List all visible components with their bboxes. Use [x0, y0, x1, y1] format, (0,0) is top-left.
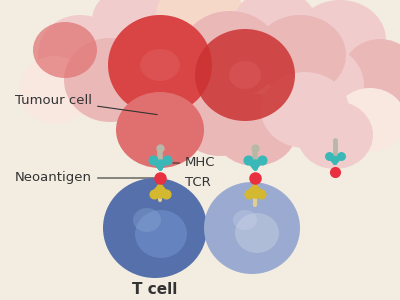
Ellipse shape — [342, 39, 400, 111]
Ellipse shape — [294, 0, 386, 80]
Ellipse shape — [133, 208, 161, 232]
Ellipse shape — [233, 210, 257, 230]
Ellipse shape — [92, 0, 168, 52]
Ellipse shape — [108, 15, 212, 115]
Ellipse shape — [156, 0, 244, 51]
Ellipse shape — [180, 11, 280, 99]
Ellipse shape — [276, 45, 364, 125]
Ellipse shape — [261, 72, 349, 148]
Ellipse shape — [135, 210, 187, 258]
Ellipse shape — [103, 178, 207, 278]
Ellipse shape — [204, 182, 300, 274]
Ellipse shape — [235, 213, 279, 253]
Text: Neoantigen: Neoantigen — [15, 172, 156, 184]
Ellipse shape — [297, 101, 373, 169]
Ellipse shape — [38, 15, 122, 95]
Ellipse shape — [19, 56, 91, 124]
Ellipse shape — [178, 84, 262, 156]
Ellipse shape — [140, 49, 180, 81]
Ellipse shape — [334, 88, 400, 152]
Ellipse shape — [213, 94, 297, 166]
Text: TCR: TCR — [173, 176, 211, 190]
Ellipse shape — [33, 22, 97, 78]
Ellipse shape — [195, 29, 295, 121]
Text: MHC: MHC — [173, 157, 216, 169]
Text: T cell: T cell — [132, 283, 178, 298]
Text: Tumour cell: Tumour cell — [15, 94, 157, 115]
Ellipse shape — [64, 38, 156, 122]
Ellipse shape — [233, 0, 317, 61]
Ellipse shape — [116, 92, 204, 168]
Ellipse shape — [254, 15, 346, 95]
Ellipse shape — [229, 61, 261, 89]
